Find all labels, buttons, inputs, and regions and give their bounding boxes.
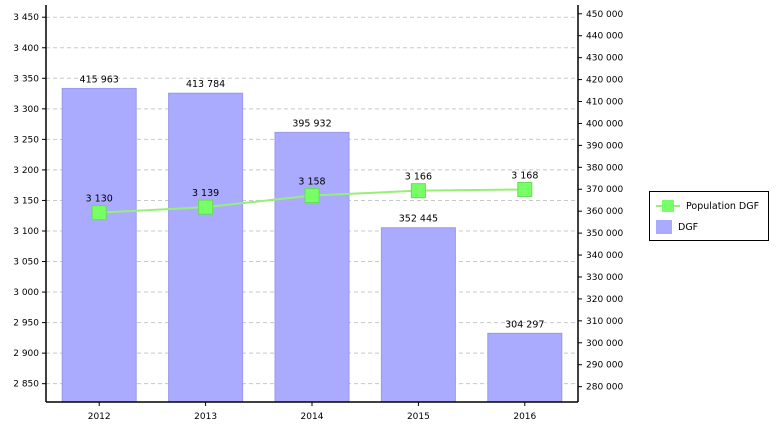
right-tick-label: 310 000: [586, 317, 623, 327]
right-tick-label: 360 000: [586, 207, 623, 217]
line-marker: [410, 183, 426, 199]
left-tick-label: 2 850: [13, 380, 39, 390]
right-tick-label: 430 000: [586, 54, 623, 64]
legend-label-population: Population DGF: [686, 200, 760, 212]
right-tick-label: 350 000: [586, 229, 623, 239]
left-tick-label: 3 100: [13, 227, 39, 237]
x-tick-label: 2014: [301, 412, 324, 422]
bar-value-label: 395 932: [292, 118, 331, 129]
left-tick-label: 3 000: [13, 288, 39, 298]
legend-item-dgf: DGF: [656, 219, 698, 235]
bar-2016: [487, 332, 563, 403]
right-tick-label: 450 000: [586, 10, 623, 20]
x-tick-label: 2015: [407, 412, 430, 422]
right-tick-label: 410 000: [586, 98, 623, 108]
x-tick-label: 2012: [88, 412, 111, 422]
bar-2013: [168, 92, 244, 403]
right-tick-label: 330 000: [586, 273, 623, 283]
right-tick-label: 320 000: [586, 295, 623, 305]
bar-value-label: 352 445: [399, 214, 438, 225]
legend-bar-swatch-icon: [656, 220, 672, 234]
right-tick-label: 290 000: [586, 361, 623, 371]
right-tick-label: 400 000: [586, 119, 623, 129]
left-tick-label: 3 350: [13, 74, 39, 84]
bar-value-label: 413 784: [186, 79, 225, 90]
legend-line-marker-icon: [656, 199, 680, 213]
x-tick-label: 2016: [513, 412, 536, 422]
left-tick-label: 3 250: [13, 135, 39, 145]
left-tick-label: 3 400: [13, 44, 39, 54]
right-tick-label: 370 000: [586, 185, 623, 195]
right-tick-label: 300 000: [586, 339, 623, 349]
right-tick-label: 440 000: [586, 32, 623, 42]
bar-2012: [61, 87, 137, 403]
bar-2015: [380, 227, 456, 403]
legend-label-dgf: DGF: [678, 221, 699, 233]
bar-2014: [274, 131, 350, 403]
legend: Population DGF DGF: [649, 191, 769, 241]
left-tick-label: 3 450: [13, 13, 39, 23]
right-tick-label: 380 000: [586, 163, 623, 173]
line-marker: [198, 199, 214, 215]
left-tick-label: 3 150: [13, 196, 39, 206]
bar-value-label: 415 963: [80, 74, 119, 85]
line-marker: [304, 188, 320, 204]
line-marker: [517, 181, 533, 197]
legend-item-population: Population DGF: [656, 198, 759, 214]
line-value-label: 3 168: [511, 170, 538, 181]
left-tick-label: 2 950: [13, 319, 39, 329]
line-value-label: 3 130: [86, 194, 113, 205]
line-value-label: 3 139: [192, 188, 219, 199]
left-tick-label: 2 900: [13, 349, 39, 359]
line-value-label: 3 166: [405, 172, 432, 183]
right-tick-label: 420 000: [586, 76, 623, 86]
x-tick-label: 2013: [194, 412, 217, 422]
line-value-label: 3 158: [298, 177, 325, 188]
left-tick-label: 3 200: [13, 166, 39, 176]
left-tick-label: 3 300: [13, 105, 39, 115]
left-tick-label: 3 050: [13, 258, 39, 268]
right-tick-label: 340 000: [586, 251, 623, 261]
line-marker: [91, 205, 107, 221]
right-tick-label: 390 000: [586, 141, 623, 151]
bar-value-label: 304 297: [505, 319, 544, 330]
right-tick-label: 280 000: [586, 383, 623, 393]
